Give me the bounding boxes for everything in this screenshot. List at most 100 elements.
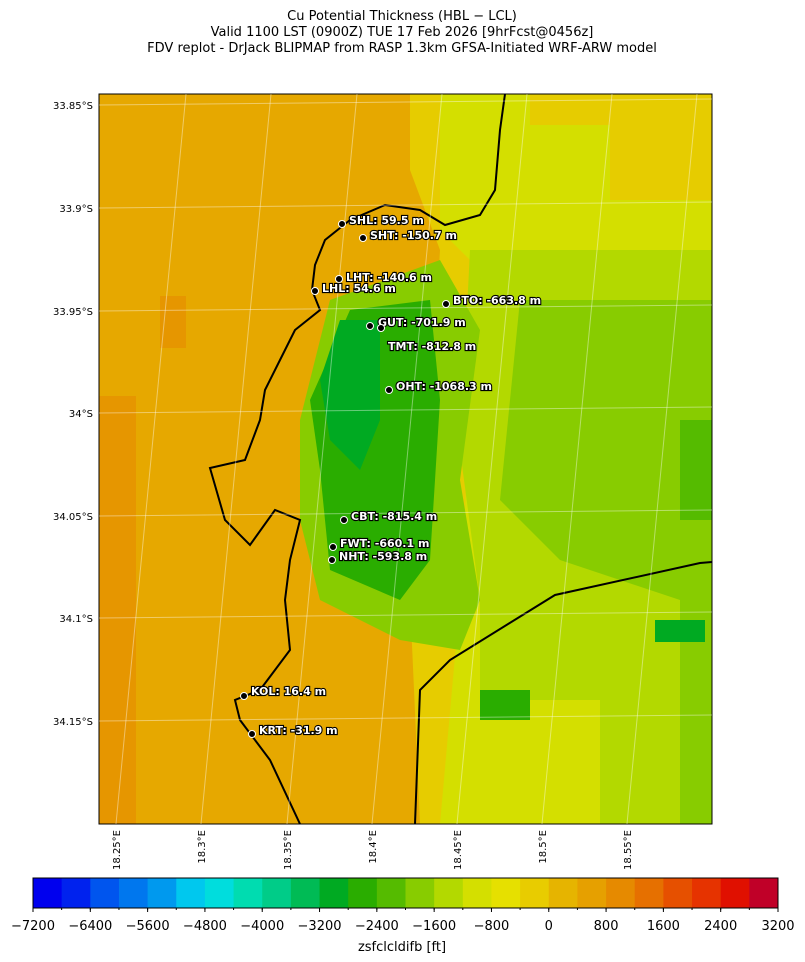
colorbar-tick-label: 2400 xyxy=(704,919,737,934)
lon-label: 18.5°E xyxy=(538,830,549,864)
colorbar-bin xyxy=(33,878,63,908)
lat-gridline xyxy=(98,201,713,209)
colorbar-bin xyxy=(176,878,206,908)
colorbar-bin xyxy=(147,878,177,908)
station-dot xyxy=(340,516,348,524)
colorbar-bin xyxy=(233,878,263,908)
colorbar-bin xyxy=(204,878,235,908)
map-field xyxy=(99,94,712,824)
map-frame xyxy=(98,93,713,825)
colorbar-bin xyxy=(692,878,722,908)
station-dot xyxy=(377,324,385,332)
colorbar-bin xyxy=(319,878,349,908)
station-label: NHT: -593.8 m xyxy=(339,550,427,563)
colorbar-tick-label: −4000 xyxy=(240,919,284,934)
colorbar-bin xyxy=(749,878,779,908)
lat-label: 34.1°S xyxy=(59,614,93,625)
lat-label: 34.05°S xyxy=(53,512,93,523)
colorbar-tick-label: −6400 xyxy=(68,919,112,934)
station-dot xyxy=(240,692,248,700)
lon-gridline xyxy=(115,93,187,825)
lon-gridline xyxy=(371,93,443,825)
lon-label: 18.3°E xyxy=(197,830,208,864)
lon-gridline xyxy=(541,93,613,825)
colorbar-tick-label: −4800 xyxy=(183,919,227,934)
station-label: SHT: -150.7 m xyxy=(370,229,457,242)
colorbar-bin xyxy=(348,878,378,908)
colorbar-bin xyxy=(548,878,578,908)
lon-gridline xyxy=(626,93,698,825)
station-dot xyxy=(338,220,346,228)
colorbar-bin xyxy=(663,878,693,908)
station-label: BTO: -663.8 m xyxy=(453,294,541,307)
lat-gridline xyxy=(98,98,713,106)
colorbar-bin xyxy=(520,878,550,908)
colorbar-tick-label: −800 xyxy=(474,919,510,934)
colorbar-tick-label: 1600 xyxy=(647,919,680,934)
title-line: FDV replot - DrJack BLIPMAP from RASP 1.… xyxy=(147,41,657,56)
colorbar-tick-label: −7200 xyxy=(11,919,55,934)
colorbar-bin xyxy=(90,878,120,908)
lat-gridline xyxy=(98,406,713,414)
station-dot xyxy=(366,322,374,330)
colorbar-bin xyxy=(462,878,492,908)
colorbar-bin xyxy=(606,878,636,908)
lat-gridline xyxy=(98,714,713,722)
colorbar-bin xyxy=(376,878,406,908)
station-dot xyxy=(335,275,343,283)
colorbar-bin xyxy=(262,878,292,908)
lon-gridline xyxy=(200,93,272,825)
colorbar-bin xyxy=(491,878,521,908)
station-label: KOL: 16.4 m xyxy=(251,685,326,698)
lat-gridline xyxy=(98,509,713,517)
station-dot xyxy=(385,386,393,394)
station-label: LHT: -140.6 m xyxy=(346,271,432,284)
colorbar-bin xyxy=(290,878,321,908)
lat-label: 33.85°S xyxy=(53,101,93,112)
colorbar-tick-label: 3200 xyxy=(761,919,794,934)
station-label: FWT: -660.1 m xyxy=(340,537,429,550)
station-label: SHL: 59.5 m xyxy=(349,214,424,227)
title-line: Cu Potential Thickness (HBL − LCL) xyxy=(287,9,517,24)
station-dot xyxy=(329,543,337,551)
colorbar-label: zsfclcldifb [ft] xyxy=(358,940,446,955)
station-dot xyxy=(328,556,336,564)
colorbar-tick-label: −2400 xyxy=(355,919,399,934)
title-line: Valid 1100 LST (0900Z) TUE 17 Feb 2026 [… xyxy=(211,25,594,40)
station-dot xyxy=(442,300,450,308)
colorbar-tick-label: −3200 xyxy=(298,919,342,934)
lat-label: 33.9°S xyxy=(59,204,93,215)
lon-gridline xyxy=(286,93,358,825)
station-dot xyxy=(359,234,367,242)
colorbar-bin xyxy=(118,878,149,908)
station-label: KRT: -31.9 m xyxy=(259,724,338,737)
colorbar-tick-label: 800 xyxy=(594,919,619,934)
colorbar-bin xyxy=(634,878,664,908)
station-dot xyxy=(311,287,319,295)
colorbar-tick-label: −5600 xyxy=(126,919,170,934)
lat-label: 34.15°S xyxy=(53,717,93,728)
station-label: TMT: -812.8 m xyxy=(388,340,476,353)
lat-label: 34°S xyxy=(69,409,93,420)
lon-label: 18.45°E xyxy=(453,830,464,870)
colorbar-bin xyxy=(577,878,607,908)
colorbar-tick-label: 0 xyxy=(545,919,553,934)
station-dot xyxy=(248,730,256,738)
lon-label: 18.55°E xyxy=(623,830,634,870)
lon-gridline xyxy=(456,93,528,825)
station-label: GUT: -701.9 m xyxy=(378,316,466,329)
station-label: LHL: 54.6 m xyxy=(322,282,396,295)
colorbar-bin xyxy=(61,878,91,908)
lat-label: 33.95°S xyxy=(53,307,93,318)
lon-label: 18.4°E xyxy=(368,830,379,864)
lat-gridline xyxy=(98,304,713,312)
lat-gridline xyxy=(98,611,713,619)
station-label: CBT: -815.4 m xyxy=(351,510,437,523)
colorbar-tick-label: −1600 xyxy=(412,919,456,934)
lon-label: 18.35°E xyxy=(283,830,294,870)
colorbar-bin xyxy=(405,878,435,908)
colorbar-bin xyxy=(720,878,750,908)
station-label: OHT: -1068.3 m xyxy=(396,380,492,393)
lon-label: 18.25°E xyxy=(112,830,123,870)
